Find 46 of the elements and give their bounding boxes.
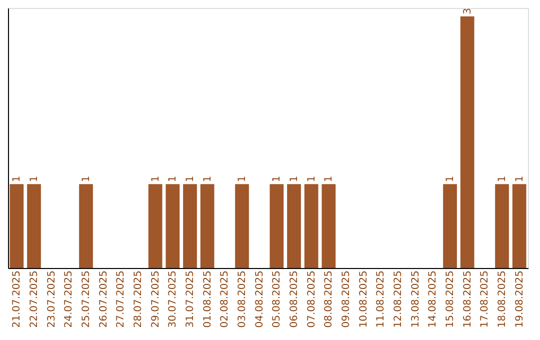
x-tick-label: 12.08.2025: [393, 270, 404, 328]
data-label: 1: [168, 176, 179, 182]
x-tick-label: 15.08.2025: [445, 270, 456, 328]
x-tick-label: 01.08.2025: [202, 270, 214, 328]
x-tick-label: 25.07.2025: [81, 270, 92, 328]
x-tick-label: 19.08.2025: [514, 270, 526, 328]
x-tick-label: 26.07.2025: [98, 270, 110, 328]
data-label: 1: [202, 176, 214, 182]
data-label: 1: [324, 176, 335, 182]
x-tick-label: 31.07.2025: [185, 270, 196, 328]
x-tick-label: 10.08.2025: [358, 270, 370, 328]
data-label: 3: [462, 8, 474, 14]
x-tick-label: 05.08.2025: [272, 270, 283, 328]
x-tick-label: 07.08.2025: [306, 270, 318, 328]
x-tick-label: 17.08.2025: [480, 270, 491, 328]
data-label: 1: [237, 176, 248, 182]
x-tick-label: 03.08.2025: [237, 270, 248, 328]
x-tick-label: 24.07.2025: [64, 270, 75, 328]
x-tick-label: 23.07.2025: [46, 270, 58, 328]
x-tick-label: 16.08.2025: [462, 270, 474, 328]
x-tick-label: 14.08.2025: [428, 270, 439, 328]
x-tick-label: 13.08.2025: [410, 270, 422, 328]
data-label: 1: [29, 176, 40, 182]
x-tick-label: 02.08.2025: [220, 270, 231, 328]
x-tick-label: 27.07.2025: [116, 270, 127, 328]
data-label: 1: [289, 176, 300, 182]
data-label: 1: [445, 176, 456, 182]
x-tick-label: 30.07.2025: [168, 270, 179, 328]
data-label: 1: [497, 176, 508, 182]
x-tick-label: 08.08.2025: [324, 270, 335, 328]
x-tick-label: 29.07.2025: [150, 270, 162, 328]
x-tick-label: 28.07.2025: [133, 270, 144, 328]
x-tick-label: 11.08.2025: [376, 270, 387, 328]
x-tick-label: 21.07.2025: [12, 270, 23, 328]
x-tick-label: 04.08.2025: [254, 270, 266, 328]
x-tick-label: 06.08.2025: [289, 270, 300, 328]
data-label: 1: [150, 176, 162, 182]
x-tick-label: 18.08.2025: [497, 270, 508, 328]
data-label: 1: [12, 176, 23, 182]
data-label: 1: [306, 176, 318, 182]
data-label: 1: [81, 176, 92, 182]
data-label: 1: [185, 176, 196, 182]
x-tick-label: 22.07.2025: [29, 270, 40, 328]
x-tick-label: 09.08.2025: [341, 270, 352, 328]
data-label: 1: [272, 176, 283, 182]
data-label: 1: [514, 176, 526, 182]
